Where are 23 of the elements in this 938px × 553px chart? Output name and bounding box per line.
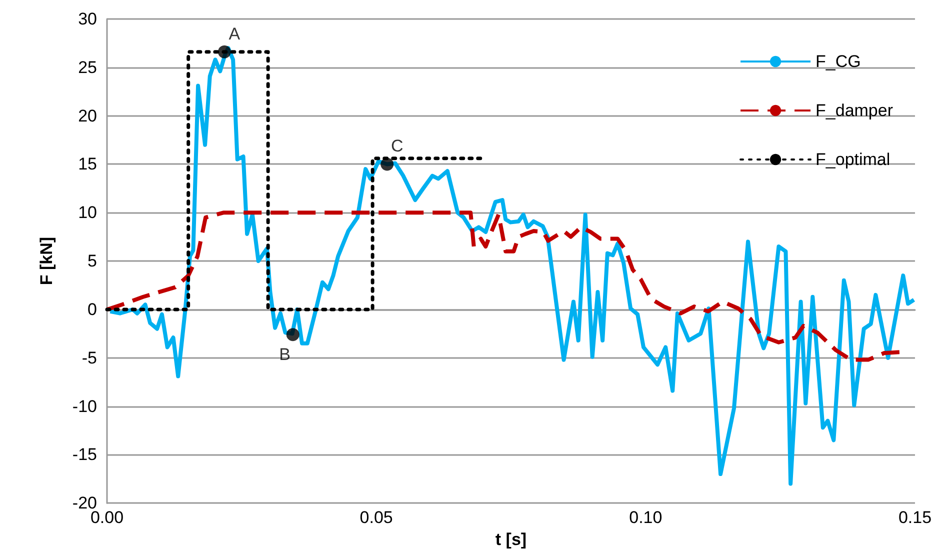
y-tick-label: -5 (82, 348, 97, 368)
line-series (108, 46, 916, 486)
legend-label: F_damper (816, 101, 894, 120)
y-tick-label: 5 (88, 252, 97, 271)
y-tick-label: 30 (78, 10, 97, 28)
y-tick-label: 15 (78, 154, 97, 174)
x-tick-label: 0.15 (898, 508, 932, 528)
y-tick-label: -15 (72, 445, 97, 464)
y-tick-label: 25 (78, 58, 97, 77)
y-tick-label: -10 (72, 396, 97, 416)
legend-label: F_CG (816, 52, 861, 71)
x-tick-label: 0.05 (360, 508, 393, 528)
y-tick-label: 0 (88, 300, 97, 319)
y-tick-label: 20 (78, 106, 97, 126)
legend-label: F_optimal (816, 150, 890, 169)
annotation: B (279, 345, 291, 364)
x-tick-label: 0.00 (90, 508, 124, 528)
x-axis-title: t [s] (495, 530, 527, 549)
y-axis-title: F [kN] (37, 236, 56, 286)
annotation: A (228, 24, 241, 44)
annotation: C (390, 136, 404, 156)
y-tick-label: 10 (78, 203, 97, 222)
x-tick-label: 0.10 (629, 508, 662, 528)
